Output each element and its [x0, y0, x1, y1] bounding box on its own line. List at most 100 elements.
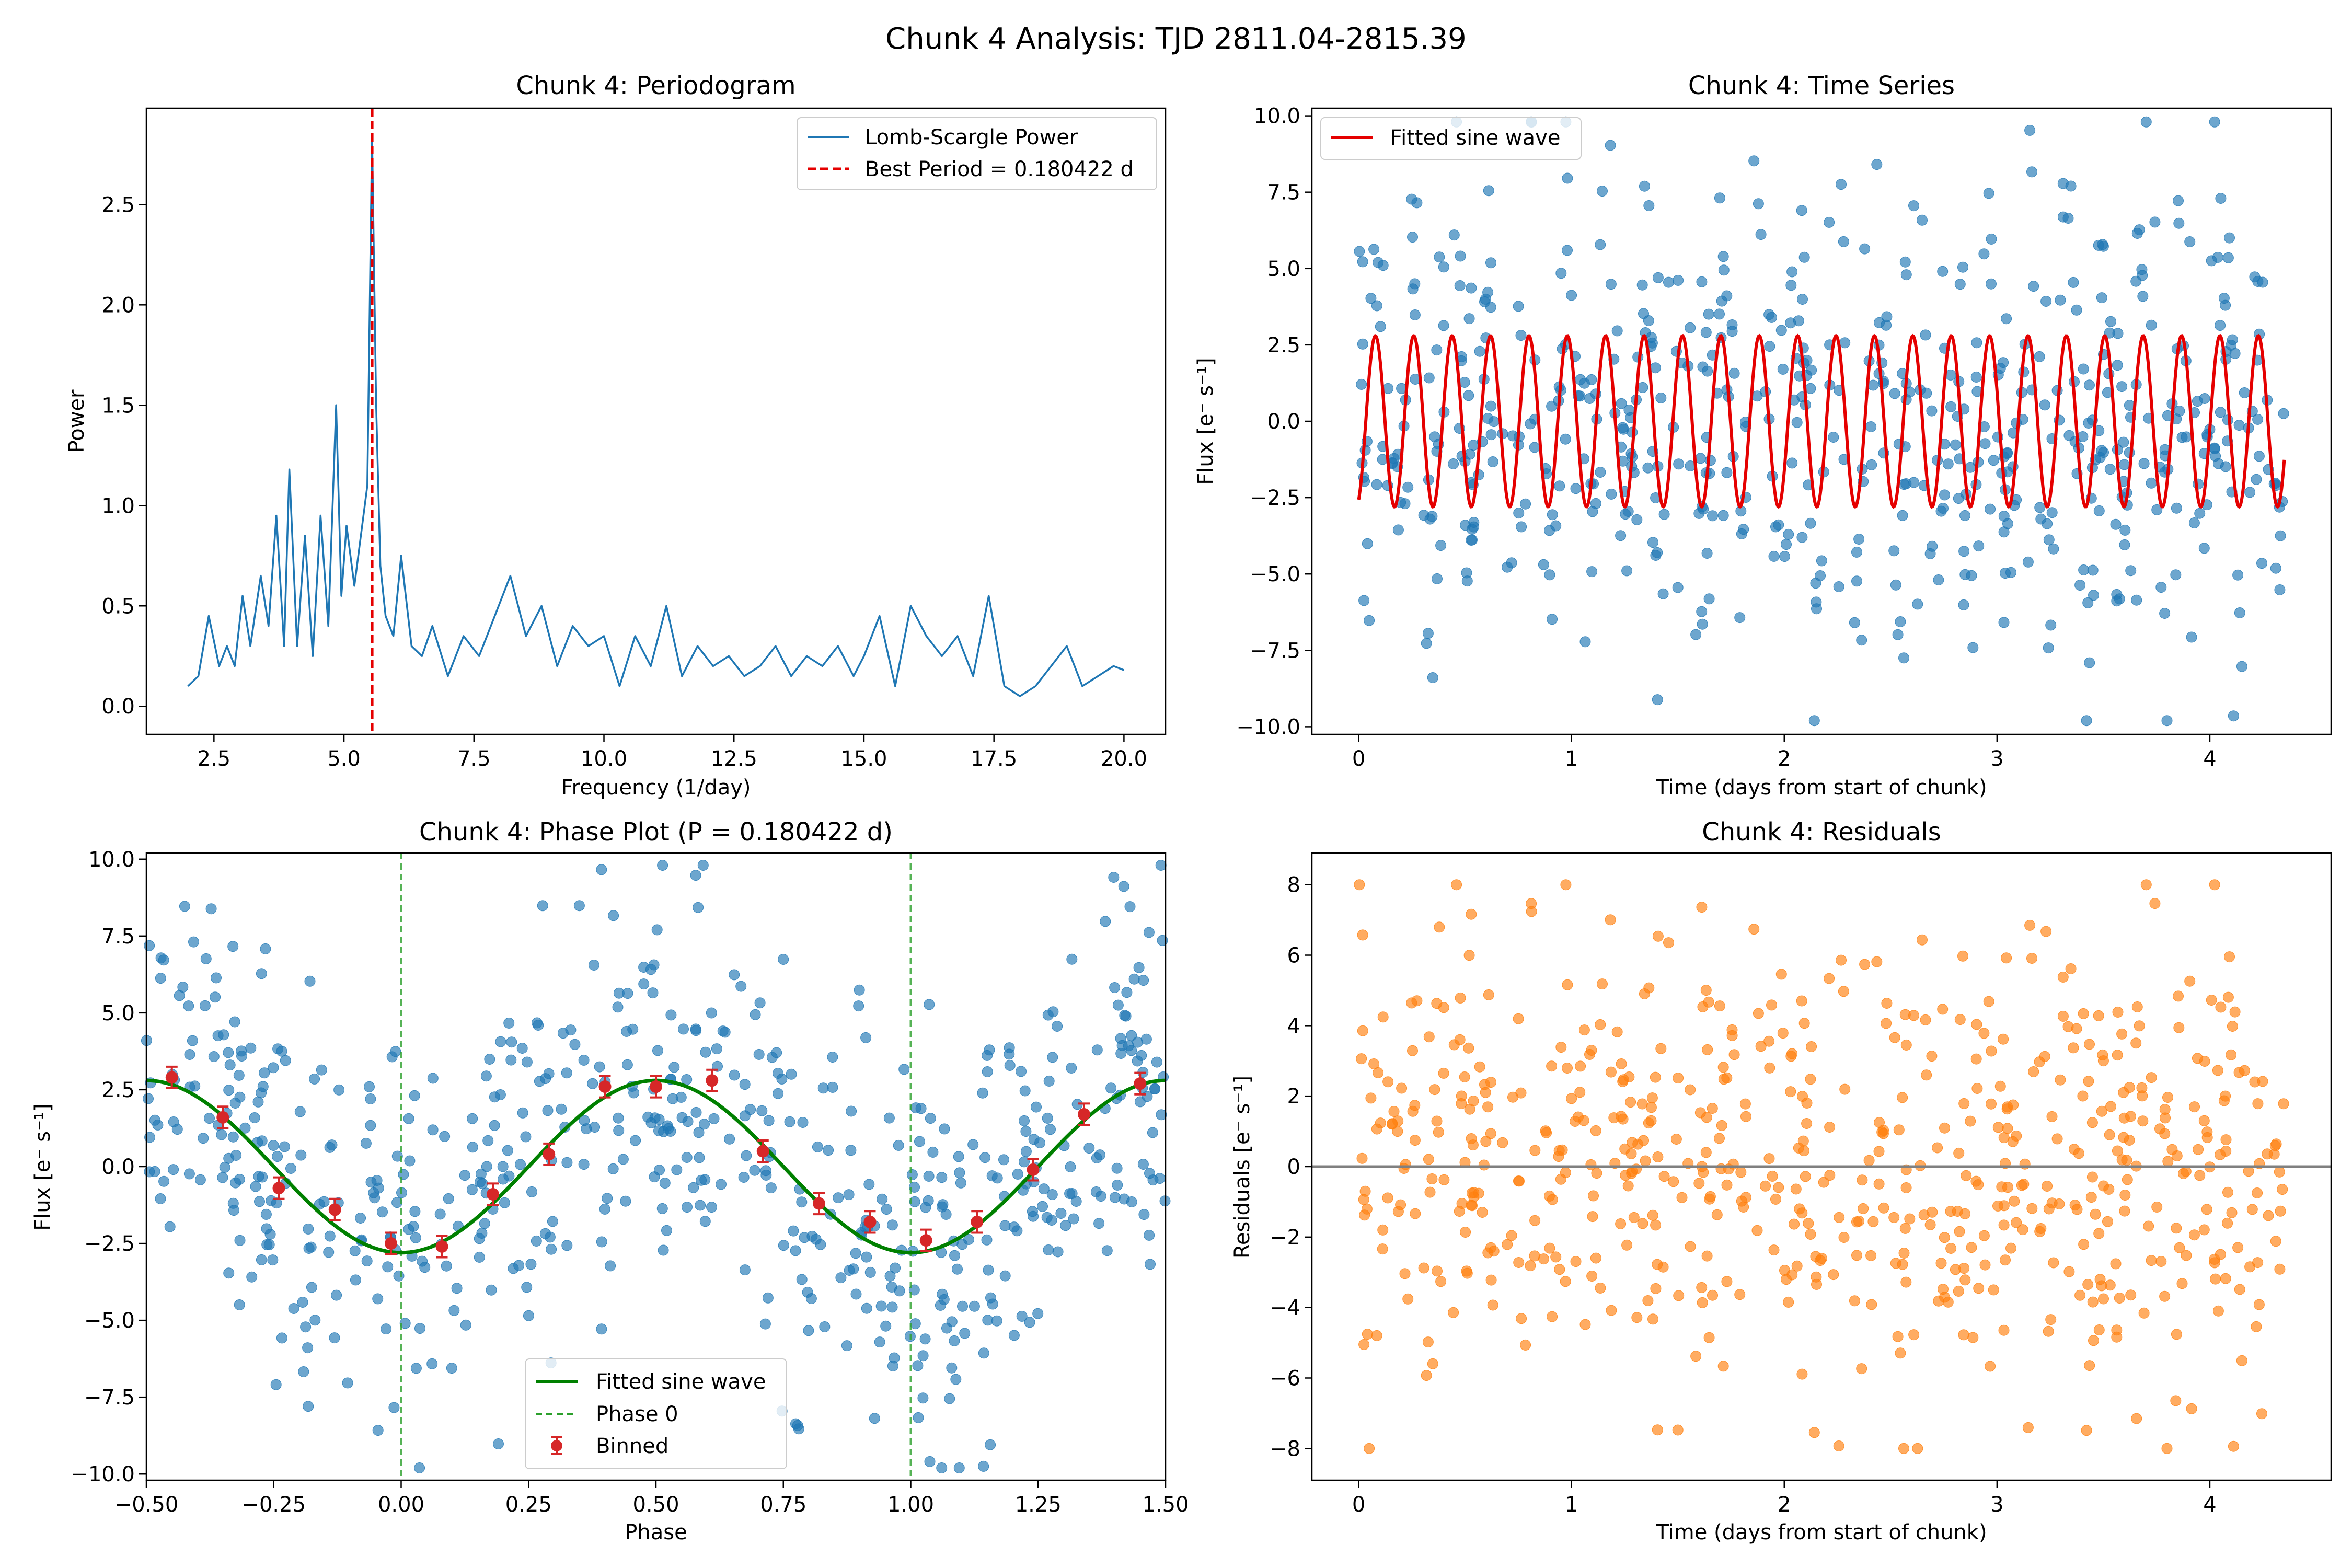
periodogram-ytick-label: 0.0: [101, 695, 135, 719]
flux-point: [1555, 268, 1567, 279]
flux-point: [2188, 517, 2200, 528]
phase-point: [656, 1203, 668, 1214]
residual-point: [2130, 1037, 2142, 1049]
phase-point: [410, 1232, 421, 1243]
residual-point: [1555, 1042, 1567, 1053]
residual-point: [2011, 1217, 2022, 1228]
periodogram-ytick-label: 0.5: [101, 594, 135, 618]
residual-point: [1811, 1271, 1822, 1283]
phase-point: [668, 1062, 680, 1073]
residual-point: [1359, 1185, 1371, 1197]
flux-point: [1467, 534, 1478, 546]
residual-point: [1625, 1148, 1637, 1159]
flux-point: [1851, 575, 1862, 587]
flux-point: [1562, 245, 1573, 256]
phase-point: [448, 1305, 460, 1316]
residual-point: [2026, 1203, 2038, 1214]
residual-point: [1407, 1045, 1418, 1056]
residual-point: [2119, 1190, 2131, 1201]
flux-point: [1871, 159, 1883, 170]
residual-point: [1513, 1257, 1525, 1268]
residual-point: [1411, 995, 1423, 1007]
residual-point: [2118, 1132, 2129, 1143]
residual-point: [1586, 1271, 1598, 1282]
phase-point: [183, 1168, 195, 1180]
residual-point: [1953, 1147, 1965, 1159]
phase-point: [620, 1195, 631, 1207]
residual-point: [1643, 1117, 1654, 1129]
phase-point: [1037, 1201, 1048, 1212]
phase-point: [841, 1340, 852, 1352]
flux-point: [1636, 279, 1648, 291]
phase-point: [388, 1402, 400, 1413]
residual-point: [2065, 963, 2077, 974]
phase-point: [1042, 1112, 1053, 1124]
residual-point: [1560, 1167, 1571, 1178]
residual-point: [1463, 950, 1475, 961]
flux-point: [1434, 251, 1445, 263]
flux-point: [1707, 510, 1718, 522]
phase-point: [651, 924, 663, 936]
phase-point: [754, 997, 766, 1009]
residual-point: [2166, 1144, 2178, 1155]
flux-point: [1570, 483, 1582, 494]
residual-point: [1878, 1202, 1889, 1214]
flux-point: [1483, 185, 1494, 197]
binned-point: [435, 1240, 448, 1253]
phase-point: [833, 1192, 844, 1204]
binned-point: [165, 1071, 178, 1084]
residual-point: [2028, 1066, 2039, 1077]
residual-point: [2278, 1098, 2289, 1110]
flux-point: [1657, 588, 1669, 599]
residual-point: [1639, 988, 1650, 999]
phase-point: [303, 1223, 314, 1235]
periodogram-xtick-label: 7.5: [457, 747, 491, 771]
residual-point: [1718, 1074, 1730, 1085]
phase-point: [894, 1285, 905, 1297]
flux-point: [1958, 599, 1969, 610]
flux-point: [2068, 276, 2079, 288]
residual-point: [2088, 1335, 2099, 1346]
residual-point: [1700, 985, 1712, 996]
phase-point: [1147, 1127, 1158, 1138]
flux-point: [1755, 229, 1767, 240]
phase-point: [331, 1289, 342, 1301]
phase-point: [446, 1363, 457, 1374]
phase-point: [1020, 1146, 1032, 1157]
phase-point: [690, 870, 701, 881]
flux-point: [2118, 436, 2129, 448]
phase-point: [474, 1251, 485, 1263]
phase-point: [229, 1016, 240, 1028]
flux-point: [2215, 193, 2227, 204]
phase-point: [957, 1300, 968, 1312]
residual-point: [2112, 1145, 2123, 1157]
phase-point: [778, 1240, 789, 1251]
flux-point: [1560, 433, 1571, 445]
residual-point: [1970, 1053, 1982, 1065]
flux-point: [1429, 431, 1440, 443]
residual-point: [1526, 898, 1537, 909]
phase-point: [1012, 1168, 1023, 1180]
phase-point: [1019, 1156, 1030, 1168]
residuals-xtick-label: 2: [1778, 1493, 1791, 1517]
phase-point: [886, 1219, 898, 1231]
residual-point: [1410, 1208, 1421, 1219]
phase-point: [790, 1245, 801, 1256]
residual-point: [2161, 1443, 2173, 1454]
residual-point: [1611, 1026, 1623, 1037]
residual-point: [2046, 1111, 2058, 1122]
flux-point: [1971, 337, 1982, 349]
phase-point: [906, 1169, 918, 1180]
residual-point: [1590, 1125, 1601, 1136]
residuals-ylabel: Residuals [e⁻ s⁻¹]: [1230, 1076, 1254, 1259]
residual-point: [1849, 1295, 1860, 1307]
flux-point: [1356, 378, 1367, 390]
phase-point: [155, 952, 167, 964]
residual-point: [1954, 1014, 1966, 1025]
residual-point: [2173, 990, 2184, 1002]
residual-point: [1655, 1043, 1667, 1054]
phase-point: [578, 1159, 590, 1170]
phase-point: [699, 1174, 711, 1185]
flux-point: [2040, 296, 2052, 307]
flux-point: [2093, 505, 2105, 516]
